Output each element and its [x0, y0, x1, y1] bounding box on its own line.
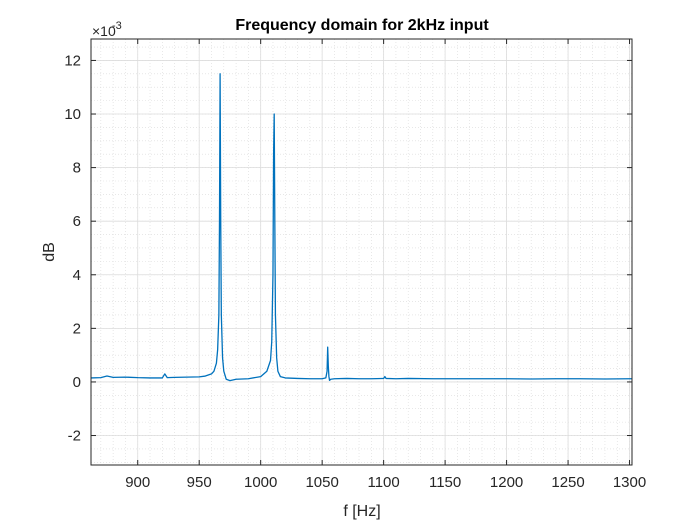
x-tick-label: 1200 [490, 474, 523, 491]
x-tick-label: 1100 [367, 474, 399, 491]
plot-area [91, 39, 632, 465]
y-axis-label: dB [41, 242, 58, 262]
chart-title: Frequency domain for 2kHz input [235, 17, 489, 34]
y-tick-label: 8 [73, 160, 81, 177]
major-grid [91, 39, 632, 465]
y-tick-label: 4 [73, 267, 81, 284]
x-tick-label: 950 [187, 474, 212, 491]
x-tick-labels: 900 950 1000 1050 1100 1150 1200 1250 1300 [125, 474, 646, 491]
x-tick-label: 1250 [551, 474, 584, 491]
ticks [91, 39, 632, 465]
x-axis-label: f [Hz] [343, 503, 380, 520]
y-tick-labels: -2 0 2 4 6 8 10 12 [64, 52, 81, 444]
series-line [90, 73, 632, 382]
x-tick-label: 1050 [305, 474, 338, 491]
x-tick-label: 1000 [244, 474, 277, 491]
y-tick-label: 2 [73, 320, 81, 337]
x-tick-label: 1150 [429, 474, 461, 491]
y-multiplier: ×10 [92, 23, 116, 39]
x-tick-label: 900 [125, 474, 150, 491]
y-tick-label: 12 [64, 52, 81, 69]
y-tick-label: -2 [68, 428, 81, 445]
series-layer [90, 73, 632, 382]
y-tick-label: 0 [73, 374, 81, 391]
y-multiplier-exponent: -3 [112, 20, 122, 32]
x-tick-label: 1300 [613, 474, 646, 491]
y-tick-label: 6 [73, 213, 81, 230]
axes-box [90, 38, 633, 466]
y-tick-label: 10 [64, 106, 81, 123]
